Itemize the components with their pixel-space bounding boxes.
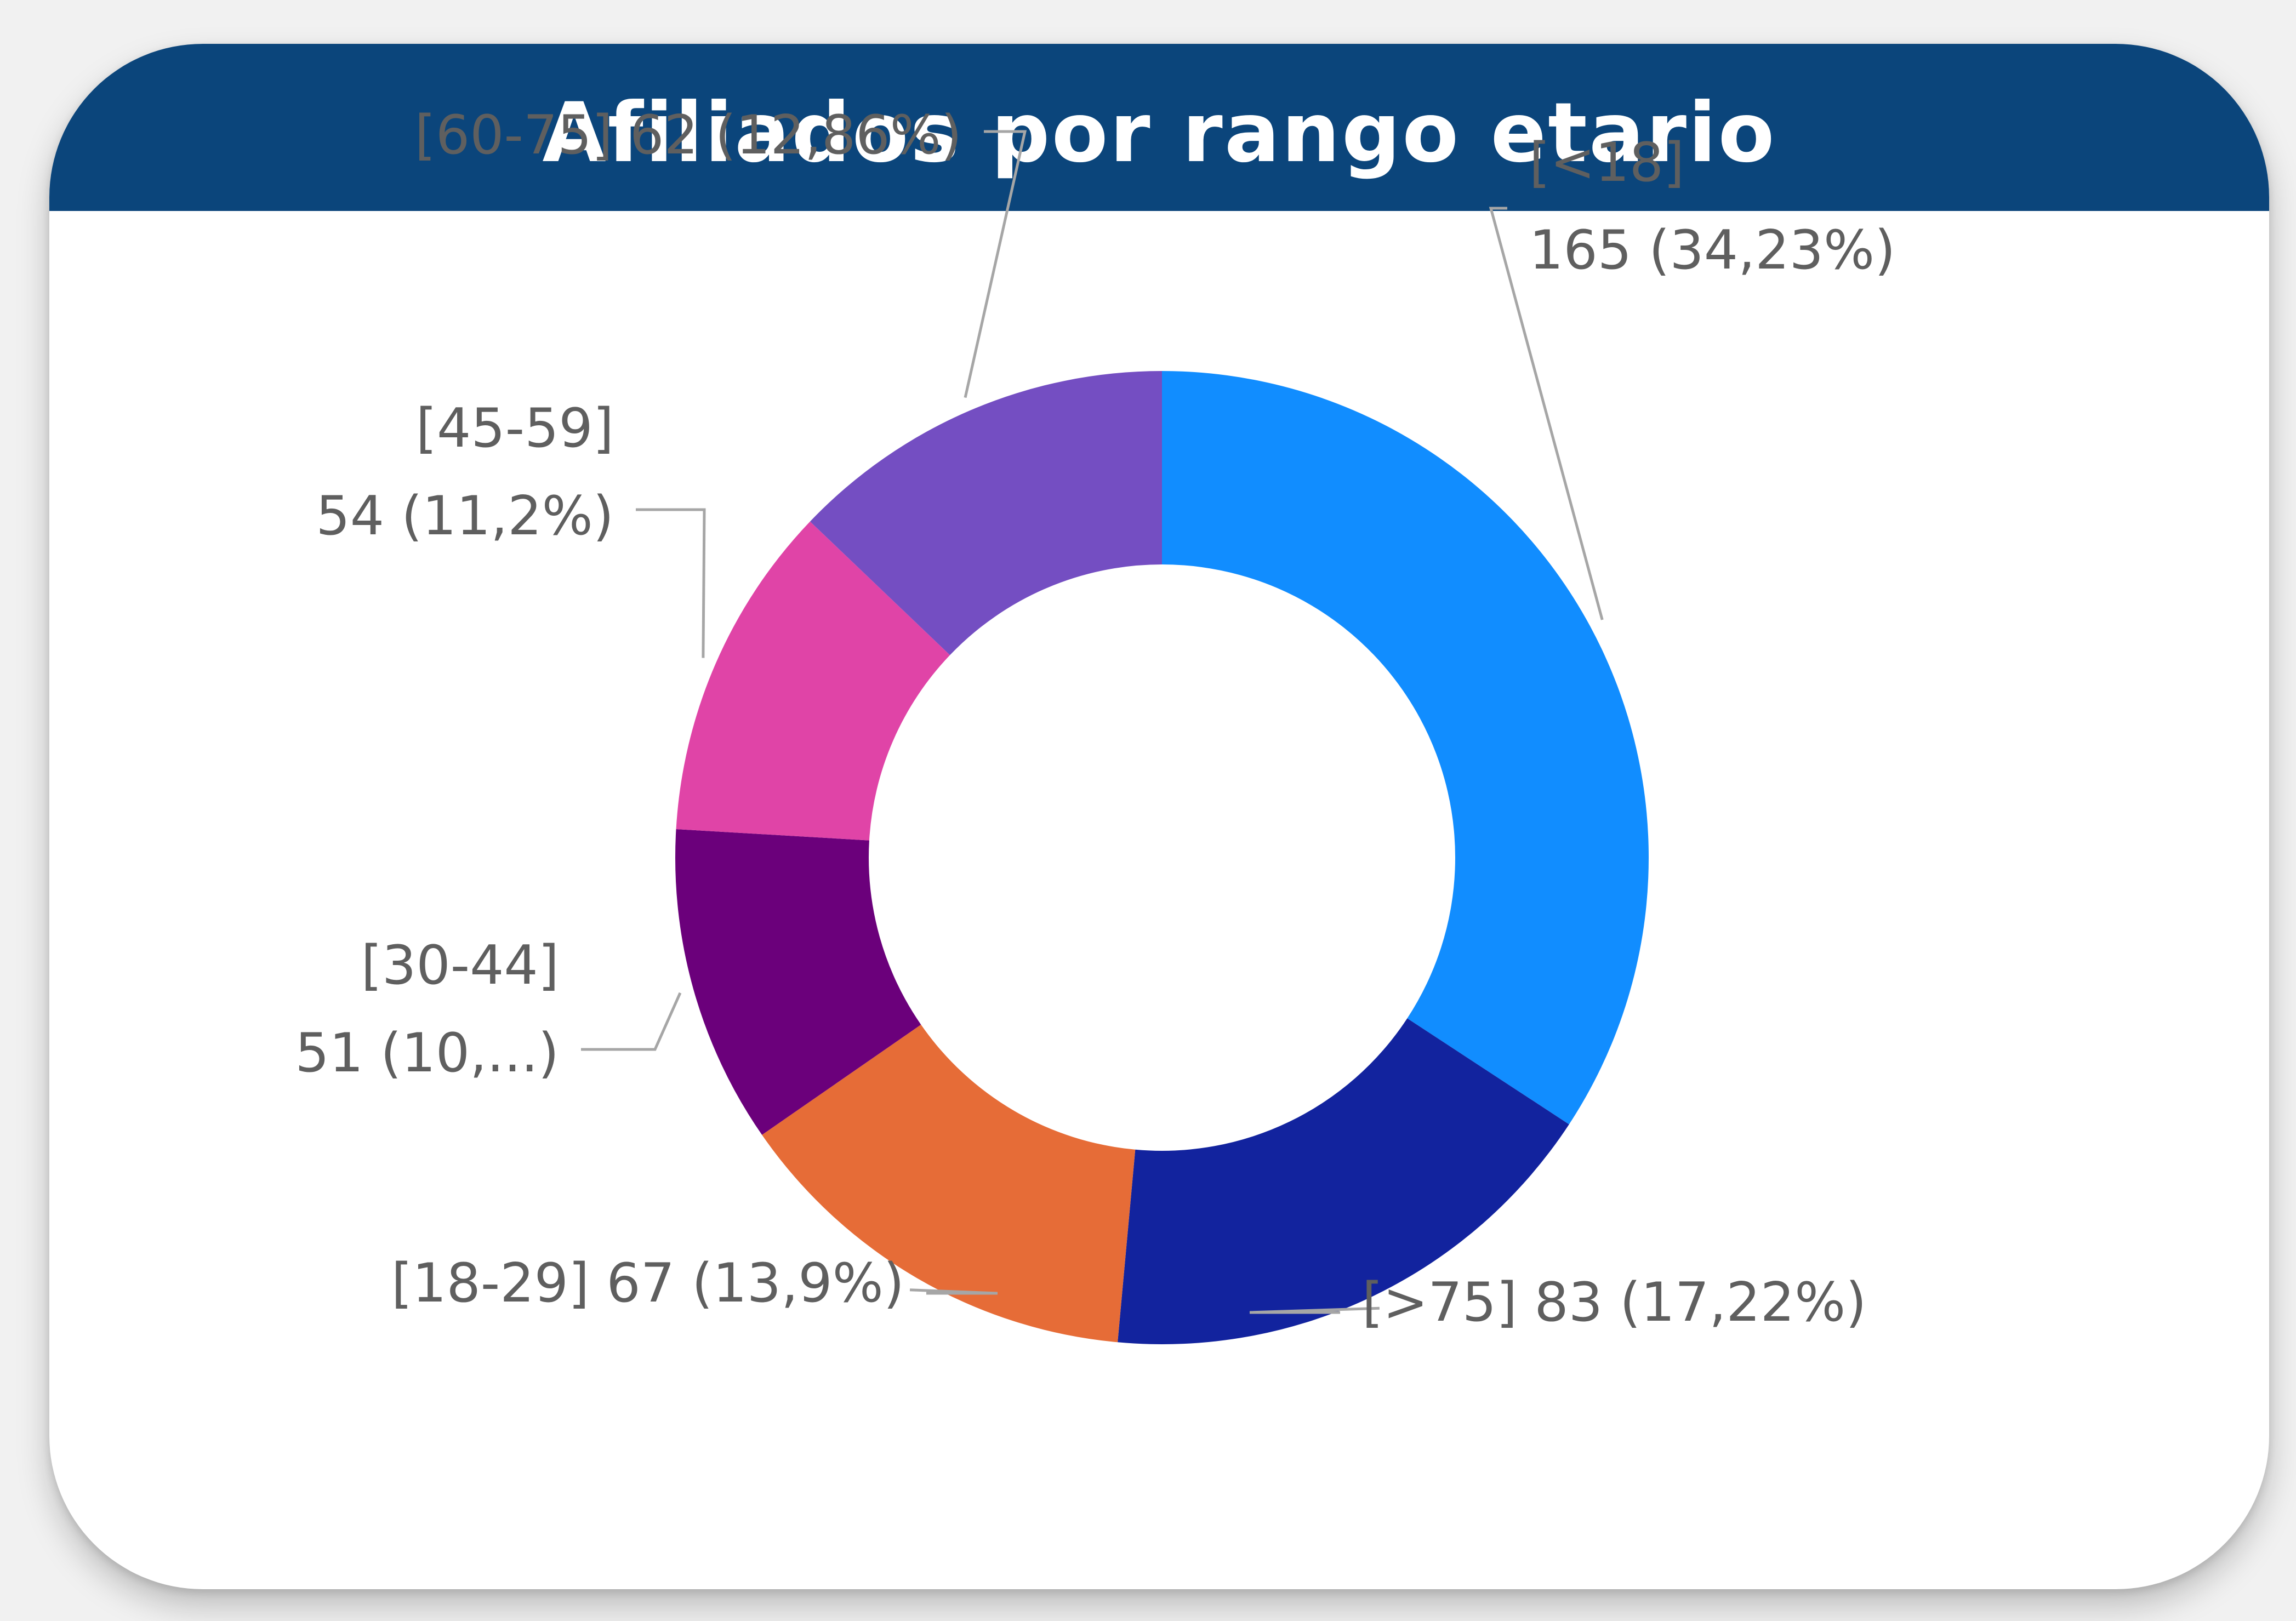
data-label-45-59: [45-59] <box>416 397 614 460</box>
slice-45-59[interactable] <box>676 521 950 841</box>
donut-chart: [<18] 165 (34,23%) [>75] 83 (17,22%) [18-29… <box>295 104 1895 1344</box>
leader-line-30-44 <box>581 992 682 1051</box>
chart-card: Afiliados por rango etario [<18] 165 (34,… <box>49 44 2269 1589</box>
leader-line-45-59 <box>636 508 706 658</box>
data-label-18-29: [18-29] 67 (13,9%) <box>391 1252 904 1315</box>
leader-line-75 <box>1249 1306 1380 1314</box>
slice-30-44[interactable] <box>675 829 921 1135</box>
data-label-value-30-44: 51 (10,...) <box>295 1022 559 1085</box>
chart-title: Afiliados por rango etario <box>542 85 1776 181</box>
slice-18[interactable] <box>1162 371 1649 1125</box>
chart-header: Afiliados por rango etario <box>49 44 2269 211</box>
leader-line-18-29 <box>909 1288 998 1295</box>
data-label-value-18: 165 (34,23%) <box>1529 219 1895 282</box>
slice-18-29[interactable] <box>762 1024 1136 1343</box>
slice-60-75[interactable] <box>810 371 1162 655</box>
slice-75[interactable] <box>1118 1018 1569 1344</box>
data-label-value-45-59: 54 (11,2%) <box>316 485 614 547</box>
data-label-18: [<18] <box>1529 132 1684 194</box>
data-label-75: [>75] 83 (17,22%) <box>1362 1271 1866 1334</box>
data-label-60-75: [60-75] 62 (12,86%) <box>415 104 962 167</box>
leader-line-18 <box>1489 207 1604 620</box>
data-label-30-44: [30-44] <box>361 934 559 997</box>
leader-line-60-75 <box>964 130 1027 398</box>
